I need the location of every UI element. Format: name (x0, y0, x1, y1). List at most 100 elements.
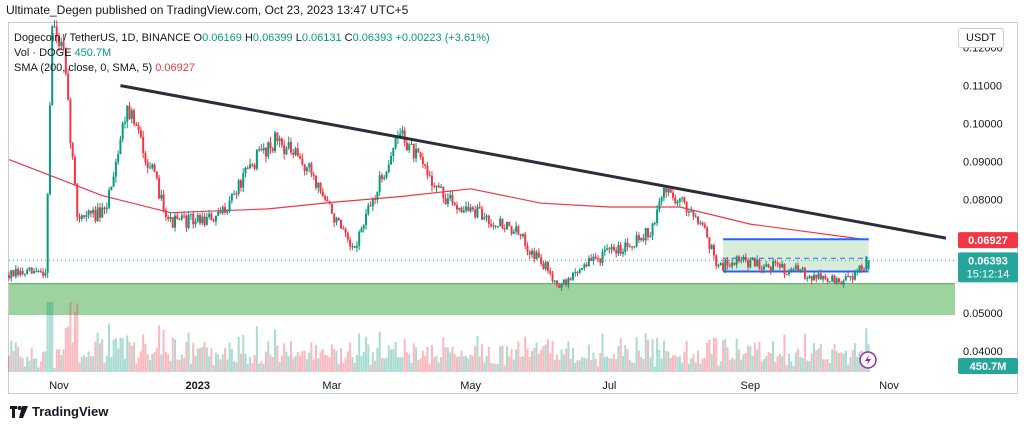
volume-bar (678, 356, 681, 372)
currency-button[interactable]: USDT (958, 28, 1004, 48)
candle-body (737, 256, 740, 262)
volume-bar (467, 358, 470, 372)
candle-body (860, 265, 863, 270)
volume-bar (699, 363, 702, 372)
volume-bar (442, 337, 445, 372)
volume-bar (462, 356, 465, 372)
volume-bar (8, 355, 10, 372)
candle-body (262, 147, 265, 151)
candle-body (774, 261, 777, 263)
candle-body (180, 215, 183, 220)
volume-bar (48, 302, 51, 372)
candle-body (249, 164, 252, 169)
volume-bar (78, 362, 81, 372)
volume-bar (58, 349, 61, 372)
candle-body (481, 208, 483, 220)
volume-bar (499, 345, 502, 372)
candle-body (558, 285, 561, 288)
candle-body (35, 271, 38, 273)
volume-bar (337, 363, 340, 372)
volume-bar (517, 341, 520, 372)
volume-bar (578, 360, 581, 372)
footer-brand-label: TradingView (32, 404, 109, 419)
volume-bar (774, 361, 777, 372)
candle-body (383, 177, 386, 179)
candle-body (144, 153, 147, 163)
volume-bar (314, 344, 317, 372)
volume-bar (633, 362, 636, 372)
volume-bar (21, 357, 24, 372)
candle-body (822, 276, 825, 280)
volume-bar (813, 343, 816, 372)
volume-bar (583, 357, 586, 372)
candle-body (676, 201, 679, 204)
legend-ohlc: Dogecoin / TetherUS, 1D, BINANCE O0.0616… (14, 32, 490, 44)
candle-body (747, 260, 750, 268)
candle-body (121, 123, 124, 140)
volume-bar (465, 355, 468, 372)
candle-body (317, 182, 320, 188)
y-tick-label: 0.10000 (963, 119, 1003, 131)
candle-body (264, 147, 267, 157)
candle-body (217, 211, 220, 216)
volume-bar (794, 352, 797, 372)
candle-body (633, 246, 636, 248)
candle-body (492, 225, 495, 227)
volume-bar (87, 351, 90, 372)
volume-bar (262, 363, 265, 372)
candle-body (239, 180, 242, 188)
candle-body (426, 165, 429, 176)
volume-bar (731, 357, 734, 372)
candle-body (587, 257, 590, 267)
volume-bar (742, 354, 745, 372)
volume-bar (644, 333, 647, 372)
volume-bar (46, 302, 49, 372)
volume-bar (296, 351, 299, 372)
volume-bar (160, 354, 163, 372)
volume-bar (249, 357, 252, 372)
chart-frame (8, 22, 1018, 394)
candle-body (330, 203, 333, 214)
candle-body (458, 207, 461, 210)
volume-bar (17, 346, 20, 372)
candle-body (385, 172, 388, 178)
volume-bar (167, 354, 170, 372)
candle-body (678, 198, 681, 202)
legend-close-label: C (344, 32, 353, 44)
candle-body (853, 272, 856, 280)
candle-body (94, 209, 97, 221)
volume-bar (833, 344, 836, 372)
volume-bar (528, 356, 531, 372)
volume-bar (26, 356, 29, 372)
volume-bar (133, 342, 136, 372)
volume-bar (310, 342, 313, 372)
volume-bar (672, 355, 675, 372)
candle-body (433, 185, 436, 187)
volume-bar (158, 325, 161, 372)
candle-body (444, 198, 447, 205)
candle-body (519, 234, 522, 237)
volume-bar (217, 354, 220, 372)
candle-body (246, 167, 249, 169)
volume-bar (387, 345, 390, 372)
candle-body (321, 191, 324, 197)
footer-brand[interactable]: TradingView (10, 404, 108, 419)
volume-bar (239, 353, 242, 372)
candle-body (692, 210, 695, 217)
volume-bar (640, 356, 643, 372)
sma-badge-bg (958, 232, 1018, 249)
candle-body (135, 123, 138, 126)
candle-body (153, 164, 156, 172)
price-chart[interactable]: 0.120000.110000.100000.090000.080000.050… (0, 0, 1024, 400)
candle-body (237, 180, 240, 194)
candle-body (476, 206, 479, 218)
volume-bar (362, 351, 365, 372)
candle-body (308, 163, 311, 168)
volume-bar (649, 357, 652, 372)
volume-bar (94, 341, 97, 372)
volume-bar (703, 357, 706, 372)
volume-bar (487, 347, 490, 372)
volume-bar (303, 350, 306, 372)
candle-body (365, 213, 368, 225)
candle-body (80, 215, 83, 219)
